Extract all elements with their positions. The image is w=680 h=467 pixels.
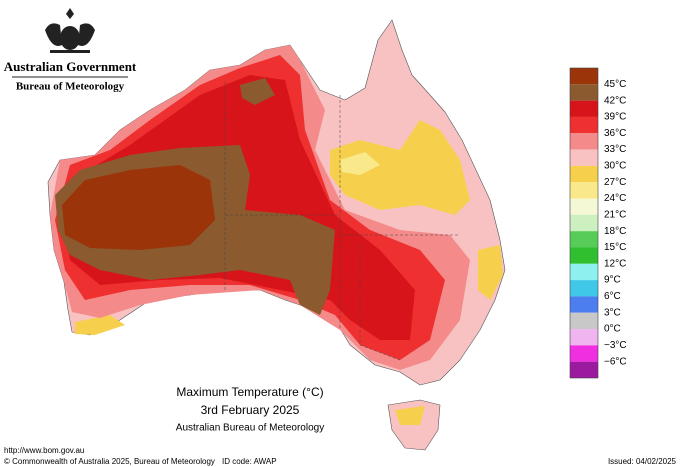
legend-swatch <box>570 100 598 117</box>
coat-of-arms <box>45 8 95 53</box>
footer-url[interactable]: http://www.bom.gov.au <box>4 446 84 455</box>
brown-zone <box>240 78 275 105</box>
map-date: 3rd February 2025 <box>201 403 300 417</box>
legend-swatch <box>570 149 598 166</box>
legend-label: 39°C <box>604 112 626 123</box>
legend-frame <box>569 67 599 379</box>
legend-swatch <box>570 361 598 378</box>
legend-label: 27°C <box>604 177 626 188</box>
legend-label: 3°C <box>604 307 621 318</box>
legend-label: 33°C <box>604 144 626 155</box>
legend-label: 6°C <box>604 291 621 302</box>
footer-id-code: ID code: AWAP <box>222 457 277 466</box>
legend-swatch <box>570 165 598 183</box>
legend-label: 36°C <box>604 128 626 139</box>
legend-label: 18°C <box>604 226 626 237</box>
legend-swatch <box>570 263 598 281</box>
legend-label: 21°C <box>604 209 626 220</box>
legend-swatch <box>570 182 598 199</box>
legend-swatch <box>570 280 598 297</box>
legend-swatch <box>570 214 598 232</box>
legend-swatch <box>570 247 598 264</box>
legend-swatch <box>570 116 598 134</box>
legend-label: −6°C <box>604 356 627 367</box>
legend-swatch <box>570 84 598 101</box>
legend-label: 24°C <box>604 193 626 204</box>
legend-label: 30°C <box>604 161 626 172</box>
legend-swatch <box>570 345 598 362</box>
legend-label: 42°C <box>604 95 626 106</box>
yellow-zone <box>340 152 380 175</box>
legend-label: 12°C <box>604 258 626 269</box>
legend-label: −3°C <box>604 340 627 351</box>
legend-label: 15°C <box>604 242 626 253</box>
legend-swatch <box>570 329 598 346</box>
legend-label: 45°C <box>604 79 626 90</box>
legend-label: 9°C <box>604 275 621 286</box>
agency-name: Australian Government <box>4 59 137 74</box>
legend-swatch <box>570 68 598 85</box>
state-borders <box>224 80 460 361</box>
footer-issued: Issued: 04/02/2025 <box>608 457 677 466</box>
legend: 45°C 42°C 39°C 36°C 33°C 30°C 27°C 24°C 21°C 18°C… <box>569 67 627 379</box>
legend-swatch <box>570 231 598 248</box>
bureau-name: Bureau of Meteorology <box>16 81 125 93</box>
legend-swatch <box>570 198 598 215</box>
yellow-zone <box>478 245 503 300</box>
legend-swatch <box>570 133 598 150</box>
rust-zone <box>62 165 215 250</box>
tasmania-yellow <box>395 406 425 425</box>
legend-swatch <box>570 296 598 313</box>
yellow-zone <box>75 315 125 335</box>
yellow-zone <box>330 120 470 215</box>
australia-map <box>47 19 506 451</box>
legend-swatch <box>570 312 598 330</box>
map-title: Maximum Temperature (°C) <box>176 385 323 399</box>
footer-copyright: © Commonwealth of Australia 2025, Bureau… <box>4 457 215 466</box>
map-source: Australian Bureau of Meteorology <box>176 423 324 434</box>
legend-label: 0°C <box>604 324 621 335</box>
